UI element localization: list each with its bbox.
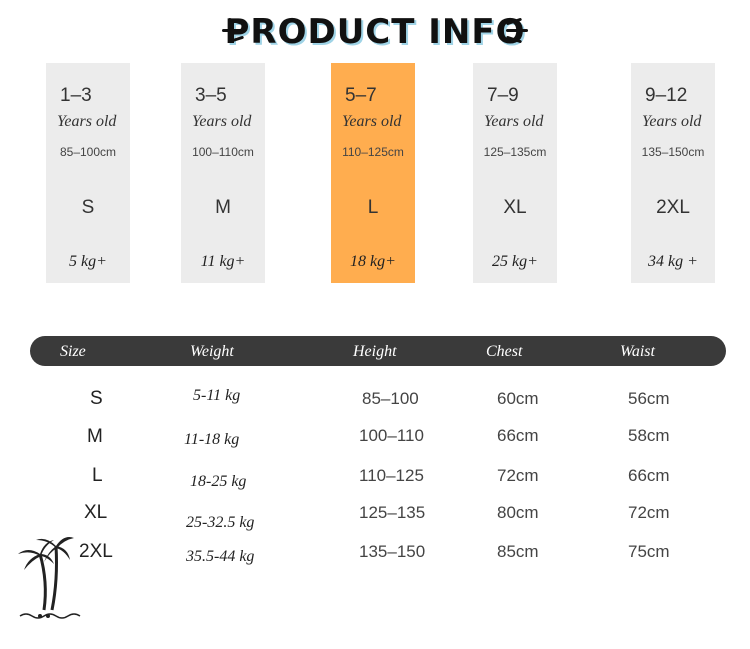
row-waist: 72cm: [628, 503, 670, 522]
card-height-range: 125–135cm: [483, 145, 547, 159]
size-card-s: 1–3 Years old 85–100cm S 5 kg+: [46, 63, 130, 283]
card-weight: 25 kg+: [492, 253, 538, 270]
row-waist: 56cm: [628, 389, 670, 408]
row-size: L: [92, 465, 103, 486]
card-years: Years old: [642, 113, 702, 130]
card-years: Years old: [484, 113, 544, 130]
card-age: 5–7: [345, 85, 377, 106]
row-height: 125–135: [359, 503, 426, 522]
card-years: Years old: [57, 113, 117, 130]
card-height-range: 110–125cm: [342, 145, 404, 159]
row-weight: 5-11 kg: [193, 387, 241, 404]
size-card-xl: 7–9 Years old 125–135cm XL 25 kg+: [473, 63, 557, 283]
title-dash-right: [505, 17, 528, 47]
row-weight: 18-25 kg: [190, 473, 247, 490]
header-waist: Waist: [620, 343, 655, 360]
header-size: Size: [60, 343, 86, 360]
size-table-header: Size Weight Height Chest Waist: [30, 336, 726, 366]
title-dash-left: [222, 17, 245, 47]
card-age: 1–3: [60, 85, 92, 106]
card-size: S: [81, 197, 95, 218]
card-height-range: 85–100cm: [59, 145, 117, 159]
row-height: 110–125: [359, 466, 424, 485]
row-weight: 11-18 kg: [184, 431, 240, 448]
card-weight: 18 kg+: [350, 253, 396, 270]
card-size: 2XL: [656, 197, 690, 218]
card-age: 7–9: [487, 85, 519, 106]
card-height-range: 135–150cm: [641, 145, 705, 159]
card-size: L: [367, 197, 379, 218]
header-weight: Weight: [190, 343, 234, 360]
row-chest: 60cm: [497, 389, 539, 408]
size-card-2xl: 9–12 Years old 135–150cm 2XL 34 kg +: [631, 63, 715, 283]
row-weight: 35.5-44 kg: [186, 548, 255, 565]
row-waist: 75cm: [628, 542, 670, 561]
row-size: M: [87, 426, 103, 447]
row-height: 135–150: [359, 542, 426, 561]
palm-tree-icon: [18, 537, 81, 619]
card-weight: 11 kg+: [200, 253, 246, 270]
card-size: M: [215, 197, 231, 218]
row-chest: 80cm: [497, 503, 539, 522]
row-size: 2XL: [79, 541, 113, 562]
row-size: XL: [84, 502, 108, 523]
row-chest: 85cm: [497, 542, 539, 561]
row-waist: 58cm: [628, 426, 670, 445]
row-weight: 25-32.5 kg: [186, 514, 255, 531]
page-title: PRODUCT INFO: [224, 12, 526, 52]
row-chest: 66cm: [497, 426, 539, 445]
size-card-m: 3–5 Years old 100–110cm M 11 kg+: [181, 63, 265, 283]
row-chest: 72cm: [497, 466, 539, 485]
size-card-l: 5–7 Years old 110–125cm L 18 kg+: [331, 63, 415, 283]
card-age: 3–5: [195, 85, 227, 106]
header-height: Height: [353, 343, 397, 360]
card-age: 9–12: [645, 85, 688, 106]
card-years: Years old: [342, 113, 402, 130]
card-weight: 34 kg +: [648, 253, 698, 270]
row-waist: 66cm: [628, 466, 670, 485]
row-size: S: [90, 388, 103, 409]
row-height: 85–100: [362, 389, 419, 408]
row-height: 100–110: [359, 426, 424, 445]
card-years: Years old: [192, 113, 252, 130]
header-chest: Chest: [486, 343, 523, 360]
card-height-range: 100–110cm: [192, 145, 254, 159]
card-weight: 5 kg+: [69, 253, 107, 270]
title-area: PRODUCT INFO: [0, 12, 750, 52]
card-size: XL: [503, 197, 527, 218]
